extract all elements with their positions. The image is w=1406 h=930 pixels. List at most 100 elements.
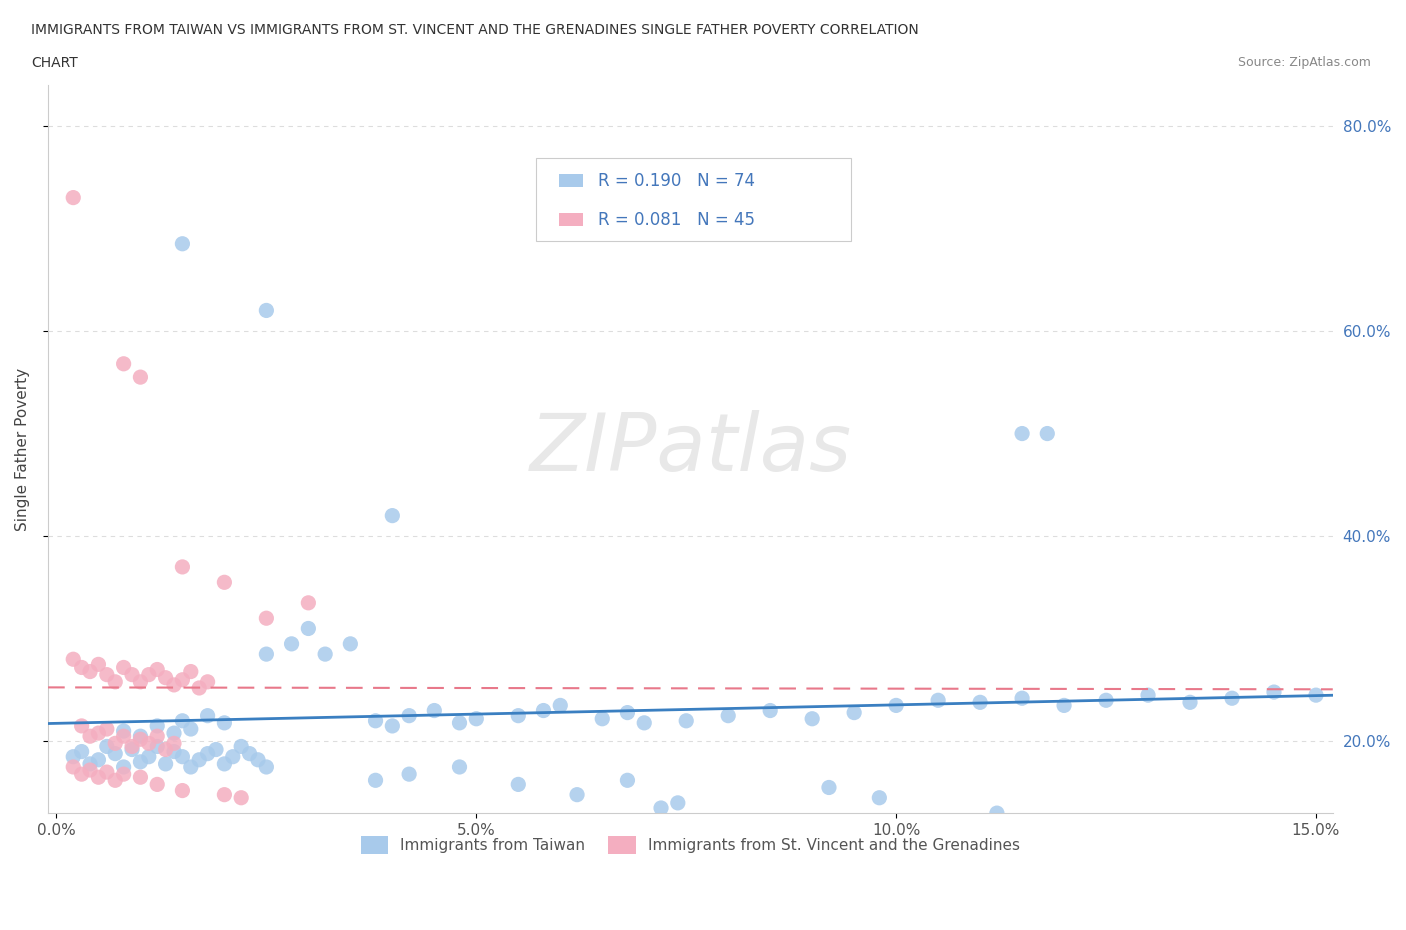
Point bbox=[138, 736, 160, 751]
Point bbox=[254, 760, 277, 775]
Point bbox=[280, 636, 302, 651]
Point bbox=[172, 713, 194, 728]
Point bbox=[129, 370, 152, 385]
Point bbox=[104, 674, 127, 689]
Point bbox=[1053, 698, 1076, 713]
Point bbox=[1263, 684, 1285, 699]
Point bbox=[884, 698, 907, 713]
Point bbox=[146, 777, 169, 791]
Point bbox=[79, 664, 101, 679]
Point bbox=[205, 742, 228, 757]
Point bbox=[254, 646, 277, 661]
Point bbox=[180, 722, 202, 737]
Point bbox=[172, 783, 194, 798]
Point bbox=[129, 729, 152, 744]
Point bbox=[1305, 687, 1327, 702]
Point bbox=[717, 709, 740, 724]
FancyBboxPatch shape bbox=[536, 157, 851, 242]
Text: CHART: CHART bbox=[31, 56, 77, 70]
Point bbox=[112, 766, 135, 781]
Point bbox=[508, 709, 530, 724]
Text: R = 0.190   N = 74: R = 0.190 N = 74 bbox=[598, 172, 755, 190]
Point bbox=[70, 660, 93, 675]
Point bbox=[112, 660, 135, 675]
Point bbox=[1187, 821, 1209, 836]
Point bbox=[1011, 426, 1033, 441]
Point bbox=[231, 739, 253, 754]
Point bbox=[548, 698, 571, 713]
Point bbox=[759, 703, 782, 718]
Point bbox=[197, 709, 219, 724]
Point bbox=[818, 780, 841, 795]
Point bbox=[633, 715, 655, 730]
Point bbox=[79, 763, 101, 777]
Point bbox=[121, 667, 143, 682]
Text: ZIPatlas: ZIPatlas bbox=[529, 410, 852, 488]
Point bbox=[62, 760, 84, 775]
Point bbox=[214, 715, 236, 730]
Point bbox=[591, 711, 613, 726]
Point bbox=[70, 744, 93, 759]
Point bbox=[172, 750, 194, 764]
Point bbox=[62, 190, 84, 205]
Point bbox=[112, 729, 135, 744]
Point bbox=[62, 652, 84, 667]
Point bbox=[112, 724, 135, 738]
FancyBboxPatch shape bbox=[560, 174, 582, 188]
Point bbox=[339, 636, 361, 651]
Point bbox=[188, 681, 211, 696]
Point bbox=[62, 750, 84, 764]
Point bbox=[616, 773, 638, 788]
Point bbox=[146, 719, 169, 734]
Point bbox=[1095, 693, 1118, 708]
Point bbox=[163, 744, 186, 759]
Point bbox=[129, 754, 152, 769]
Point bbox=[96, 722, 118, 737]
Point bbox=[79, 729, 101, 744]
Point bbox=[254, 611, 277, 626]
Point bbox=[297, 621, 319, 636]
Point bbox=[214, 575, 236, 590]
Point bbox=[155, 742, 177, 757]
Point bbox=[180, 760, 202, 775]
Point bbox=[423, 703, 446, 718]
Point bbox=[121, 739, 143, 754]
Point bbox=[104, 736, 127, 751]
Point bbox=[214, 756, 236, 771]
Point bbox=[172, 672, 194, 687]
Point bbox=[172, 560, 194, 575]
Point bbox=[533, 703, 555, 718]
Point bbox=[1036, 426, 1059, 441]
Point bbox=[96, 667, 118, 682]
Point bbox=[239, 746, 262, 761]
Point bbox=[868, 790, 890, 805]
Point bbox=[246, 752, 269, 767]
Text: R = 0.081   N = 45: R = 0.081 N = 45 bbox=[598, 210, 755, 229]
Point bbox=[146, 729, 169, 744]
Point bbox=[129, 732, 152, 747]
Text: Source: ZipAtlas.com: Source: ZipAtlas.com bbox=[1237, 56, 1371, 69]
Point bbox=[449, 760, 471, 775]
Point bbox=[129, 770, 152, 785]
Point bbox=[87, 770, 110, 785]
Point bbox=[1137, 687, 1160, 702]
Point bbox=[650, 801, 672, 816]
FancyBboxPatch shape bbox=[560, 213, 582, 226]
Point bbox=[129, 674, 152, 689]
Point bbox=[844, 705, 866, 720]
Point bbox=[155, 671, 177, 685]
Point bbox=[222, 750, 245, 764]
Point bbox=[1011, 691, 1033, 706]
Point bbox=[986, 805, 1008, 820]
Point bbox=[172, 236, 194, 251]
Point bbox=[146, 662, 169, 677]
Point bbox=[104, 746, 127, 761]
Point bbox=[214, 787, 236, 802]
Point bbox=[197, 674, 219, 689]
Point bbox=[112, 760, 135, 775]
Legend: Immigrants from Taiwan, Immigrants from St. Vincent and the Grenadines: Immigrants from Taiwan, Immigrants from … bbox=[354, 830, 1026, 860]
Point bbox=[70, 766, 93, 781]
Point bbox=[449, 715, 471, 730]
Point bbox=[231, 790, 253, 805]
Point bbox=[1178, 695, 1201, 710]
